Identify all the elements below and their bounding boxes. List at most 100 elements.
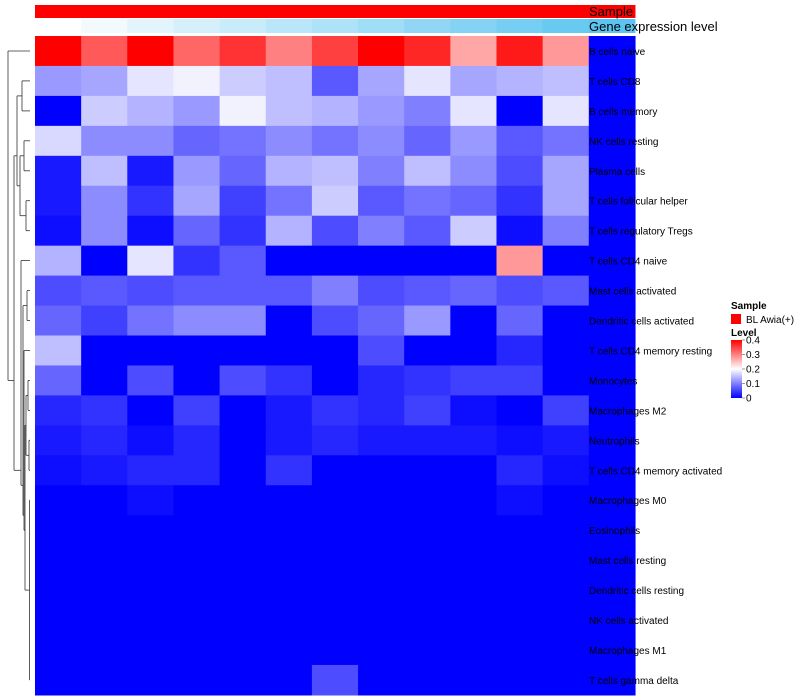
legend-color-bar bbox=[731, 340, 742, 398]
row-label: Dendritic cells resting bbox=[589, 586, 684, 597]
heatmap-cell bbox=[173, 155, 221, 187]
heatmap-cell bbox=[496, 545, 544, 576]
heatmap-cell bbox=[219, 275, 267, 307]
sample-annotation-cell bbox=[173, 5, 221, 18]
heatmap-cell bbox=[173, 455, 221, 486]
heatmap-cell bbox=[450, 215, 498, 247]
expression-annotation-cell bbox=[311, 19, 359, 33]
heatmap-cell bbox=[173, 36, 221, 67]
row-label: Plasma cells bbox=[589, 167, 645, 178]
heatmap-cell bbox=[404, 455, 451, 486]
heatmap-cell bbox=[542, 635, 590, 666]
heatmap-cell bbox=[404, 635, 451, 666]
heatmap-cell bbox=[588, 365, 636, 396]
heatmap-cell bbox=[81, 95, 128, 127]
sample-annotation-cell bbox=[450, 5, 497, 18]
heatmap-cell bbox=[404, 485, 451, 516]
heatmap-cell bbox=[219, 36, 267, 67]
heatmap-cell bbox=[542, 155, 590, 187]
heatmap-cell bbox=[173, 125, 221, 157]
heatmap-cell bbox=[404, 185, 451, 217]
heatmap-cell bbox=[173, 545, 221, 576]
heatmap-cell bbox=[358, 335, 405, 367]
expression-annotation-cell bbox=[542, 19, 590, 33]
heatmap-cell bbox=[173, 575, 221, 606]
heatmap-cell bbox=[81, 125, 128, 157]
heatmap-cell bbox=[311, 125, 359, 157]
sample-annotation-cell bbox=[358, 5, 405, 18]
heatmap-cell bbox=[358, 455, 405, 486]
sample-annotation-cell bbox=[311, 5, 359, 18]
heatmap-cell bbox=[81, 635, 128, 666]
row-label: NK cells resting bbox=[589, 137, 658, 148]
heatmap-cell bbox=[219, 95, 267, 127]
heatmap-cell bbox=[404, 515, 451, 546]
heatmap-cell bbox=[173, 395, 221, 426]
heatmap-cell bbox=[588, 215, 636, 247]
heatmap-cell bbox=[311, 575, 359, 606]
heatmap-cell bbox=[265, 65, 313, 97]
heatmap-cell bbox=[265, 305, 313, 337]
row-label: T cells CD4 memory resting bbox=[589, 346, 712, 357]
legend-sample-title: Sample bbox=[731, 301, 767, 312]
heatmap-cell bbox=[311, 275, 359, 307]
heatmap-cell bbox=[173, 515, 221, 546]
heatmap-cell bbox=[265, 275, 313, 307]
heatmap-cell bbox=[173, 185, 221, 217]
heatmap-cell bbox=[358, 664, 405, 696]
heatmap-cell bbox=[265, 395, 313, 426]
heatmap-cell bbox=[173, 485, 221, 516]
heatmap-cell bbox=[265, 155, 313, 187]
heatmap-cell bbox=[404, 605, 451, 636]
heatmap-cell bbox=[542, 65, 590, 97]
heatmap-cell bbox=[35, 395, 82, 426]
heatmap-cell bbox=[35, 425, 82, 456]
row-label: Mast cells activated bbox=[589, 287, 676, 298]
heatmap-cell bbox=[311, 664, 359, 696]
heatmap-cell bbox=[450, 425, 498, 456]
expression-annotation-cell bbox=[265, 19, 313, 33]
heatmap-cell bbox=[588, 575, 636, 606]
heatmap-cell bbox=[496, 515, 544, 546]
heatmap-cell bbox=[404, 36, 451, 67]
heatmap-cell bbox=[496, 215, 544, 247]
heatmap-cell bbox=[404, 395, 451, 426]
heatmap-cell bbox=[496, 305, 544, 337]
heatmap-cell bbox=[404, 125, 451, 157]
heatmap-cell bbox=[542, 335, 590, 367]
heatmap-cell bbox=[219, 335, 267, 367]
heatmap-cell bbox=[219, 635, 267, 666]
legend-tick-label: 0.1 bbox=[746, 379, 760, 390]
heatmap-cell bbox=[127, 635, 175, 666]
sample-annotation-cell bbox=[265, 5, 313, 18]
legend-tick-label: 0.3 bbox=[746, 350, 760, 361]
heatmap-cell bbox=[219, 155, 267, 187]
row-label: T cells gamma delta bbox=[589, 676, 679, 687]
heatmap-cell bbox=[542, 455, 590, 486]
heatmap-cell bbox=[542, 515, 590, 546]
heatmap-cell bbox=[81, 305, 128, 337]
heatmap-cell bbox=[127, 515, 175, 546]
heatmap-cell bbox=[358, 305, 405, 337]
heatmap-cell bbox=[35, 36, 82, 67]
heatmap-cell bbox=[127, 185, 175, 217]
heatmap-cell bbox=[450, 185, 498, 217]
heatmap-cell bbox=[588, 485, 636, 516]
heatmap-cell bbox=[588, 455, 636, 486]
heatmap-cell bbox=[450, 65, 498, 97]
heatmap-cell bbox=[542, 185, 590, 217]
heatmap-cell bbox=[219, 485, 267, 516]
sample-annotation-cell bbox=[542, 5, 590, 18]
heatmap-cell bbox=[265, 664, 313, 696]
heatmap-cell bbox=[81, 575, 128, 606]
heatmap-cell bbox=[311, 305, 359, 337]
annotation-tracks bbox=[35, 5, 636, 33]
heatmap-cell bbox=[450, 664, 498, 696]
heatmap-cell bbox=[496, 605, 544, 636]
heatmap-cell bbox=[496, 245, 544, 277]
heatmap-cell bbox=[219, 365, 267, 396]
heatmap-cell bbox=[127, 395, 175, 426]
heatmap-cell bbox=[311, 545, 359, 576]
sample-annotation-cell bbox=[496, 5, 544, 18]
